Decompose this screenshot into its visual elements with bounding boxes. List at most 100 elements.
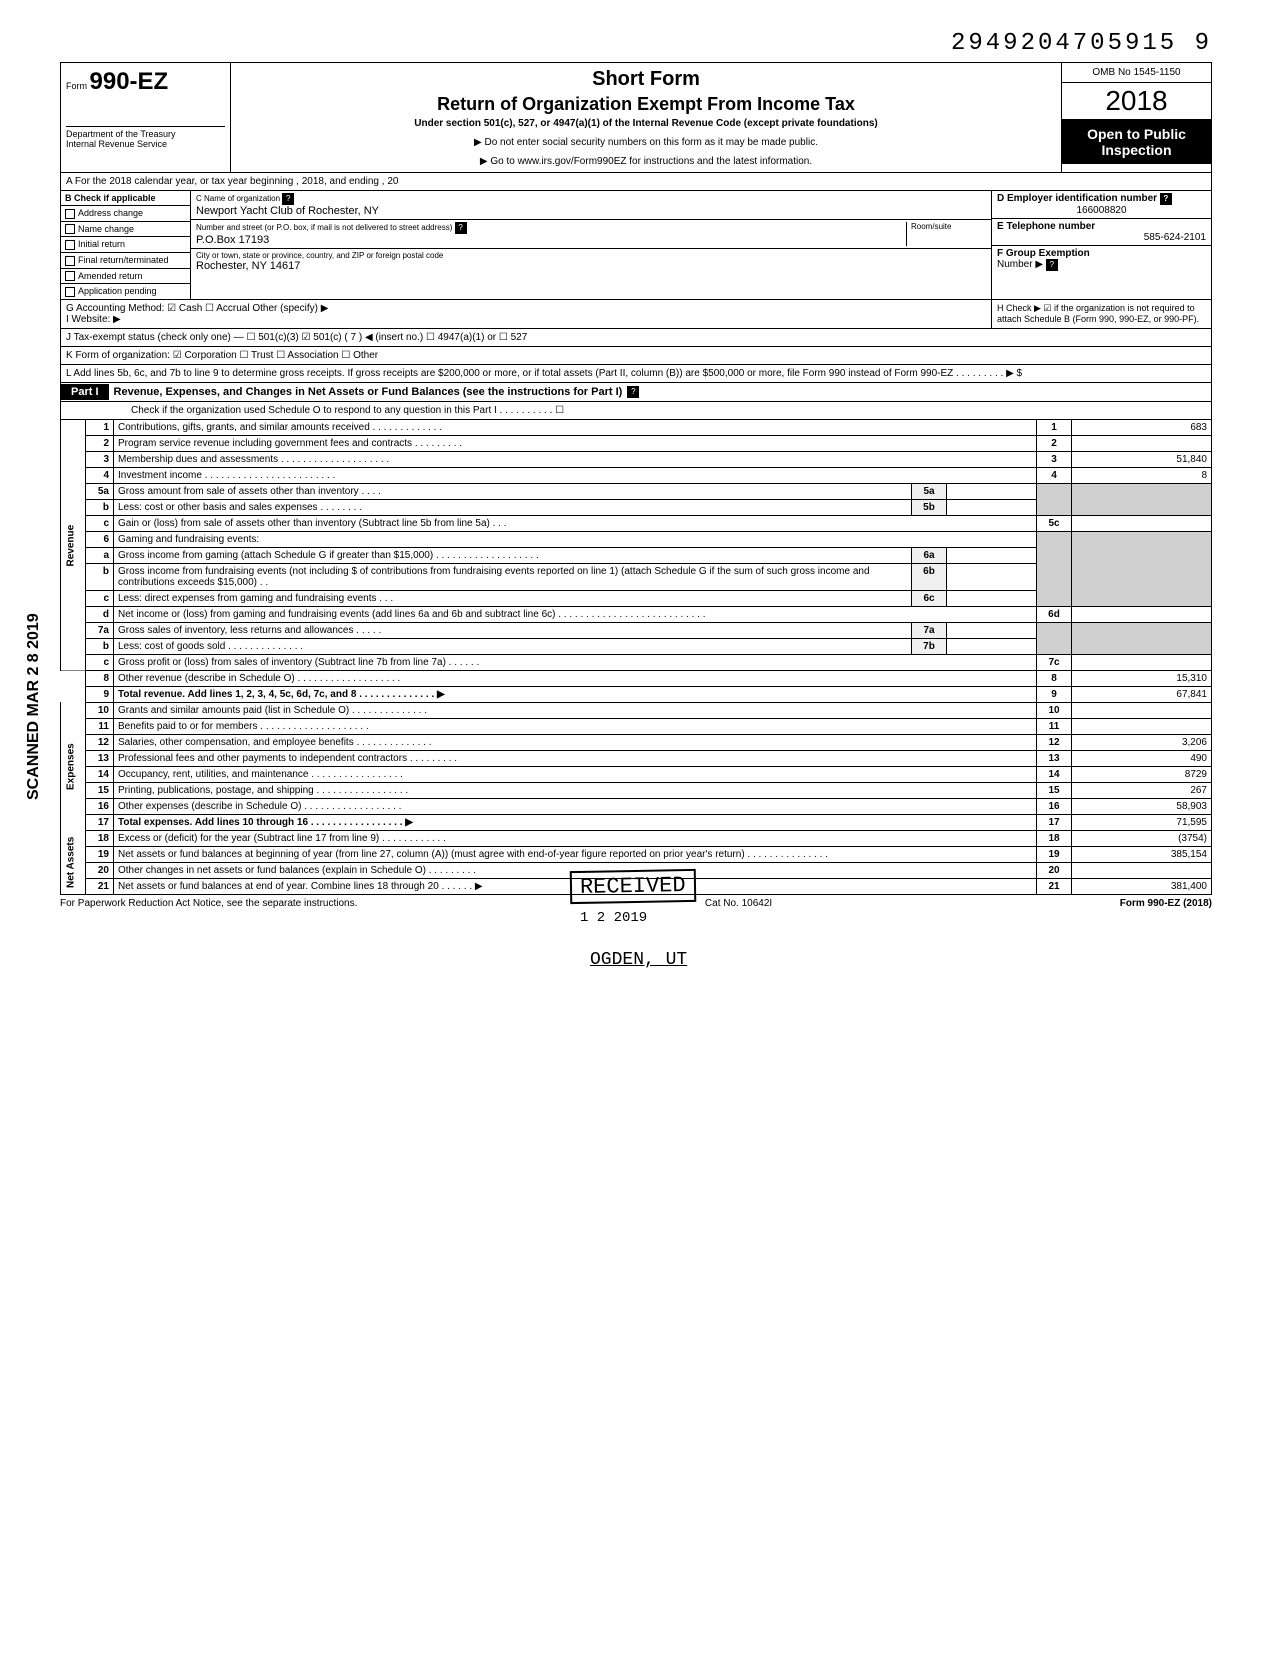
- ln-desc: Gross sales of inventory, less returns a…: [114, 622, 912, 638]
- org-name: Newport Yacht Club of Rochester, NY: [196, 205, 986, 217]
- ln-desc: Gross profit or (loss) from sales of inv…: [114, 654, 1037, 670]
- ln-ref: 8: [1037, 670, 1072, 686]
- cb-final: Final return/terminated: [61, 253, 190, 269]
- ln-desc: Gross amount from sale of assets other t…: [114, 483, 912, 499]
- ln-val: 67,841: [1072, 686, 1212, 702]
- instruct-1: ▶ Do not enter social security numbers o…: [241, 137, 1051, 148]
- part1-title: Revenue, Expenses, and Changes in Net As…: [109, 383, 628, 401]
- ln-num: 13: [86, 750, 114, 766]
- revenue-label: Revenue: [61, 420, 86, 671]
- ln-desc: Benefits paid to or for members . . . . …: [114, 718, 1037, 734]
- ln-val: 58,903: [1072, 798, 1212, 814]
- ln-subval: [947, 638, 1037, 654]
- section-def: D Employer identification number ? 16600…: [991, 191, 1211, 299]
- ln-desc: Printing, publications, postage, and shi…: [114, 782, 1037, 798]
- ln-num: b: [86, 638, 114, 654]
- cb-address: Address change: [61, 206, 190, 222]
- ln-sub: 7a: [912, 622, 947, 638]
- ln-val: 51,840: [1072, 451, 1212, 467]
- ln-desc: Professional fees and other payments to …: [114, 750, 1037, 766]
- document-id: 2949204705915 9: [60, 30, 1212, 57]
- ln-val: [1072, 702, 1212, 718]
- row-a: A For the 2018 calendar year, or tax yea…: [60, 173, 1212, 191]
- row-i: I Website: ▶: [66, 314, 986, 325]
- ln-val: [1072, 718, 1212, 734]
- ln-num: d: [86, 606, 114, 622]
- ln-num: 7a: [86, 622, 114, 638]
- ln-val: 15,310: [1072, 670, 1212, 686]
- help-icon: ?: [627, 386, 639, 398]
- ln-ref: 4: [1037, 467, 1072, 483]
- help-icon: ?: [1160, 193, 1172, 205]
- tax-year: 2018: [1062, 83, 1211, 120]
- row-h: H Check ▶ ☑ if the organization is not r…: [991, 300, 1211, 328]
- d-label: D Employer identification number: [997, 193, 1157, 204]
- ln-ref: 10: [1037, 702, 1072, 718]
- ln-subval: [947, 590, 1037, 606]
- ln-num: 8: [86, 670, 114, 686]
- ln-num: 12: [86, 734, 114, 750]
- ln-val-shaded: [1072, 483, 1212, 515]
- instruct-2: ▶ Go to www.irs.gov/Form990EZ for instru…: [241, 156, 1051, 167]
- ln-desc: Contributions, gifts, grants, and simila…: [114, 420, 1037, 436]
- ln-ref: 11: [1037, 718, 1072, 734]
- ln-num: 14: [86, 766, 114, 782]
- ln-desc: Program service revenue including govern…: [114, 435, 1037, 451]
- footer-right: Form 990-EZ (2018): [1120, 898, 1212, 909]
- ln-num: 9: [86, 686, 114, 702]
- ein-value: 166008820: [997, 205, 1206, 216]
- return-title: Return of Organization Exempt From Incom…: [241, 94, 1051, 115]
- ln-desc: Gaming and fundraising events:: [114, 531, 1037, 547]
- ln-val: 71,595: [1072, 814, 1212, 830]
- expenses-label: Expenses: [61, 702, 86, 830]
- city-value: Rochester, NY 14617: [196, 260, 986, 272]
- ln-val-shaded: [1072, 531, 1212, 606]
- ln-ref: 15: [1037, 782, 1072, 798]
- ln-num: 3: [86, 451, 114, 467]
- received-stamp: RECEIVED: [570, 869, 696, 904]
- ln-desc: Grants and similar amounts paid (list in…: [114, 702, 1037, 718]
- ln-ref: 5c: [1037, 515, 1072, 531]
- ln-sub: 5b: [912, 499, 947, 515]
- ln-num: 19: [86, 846, 114, 862]
- ln-ref: 13: [1037, 750, 1072, 766]
- date-stamp: 1 2 2019: [580, 910, 647, 926]
- ln-num: 16: [86, 798, 114, 814]
- ln-num: 20: [86, 862, 114, 878]
- ln-ref: 6d: [1037, 606, 1072, 622]
- help-icon: ?: [455, 222, 467, 234]
- ln-desc: Other expenses (describe in Schedule O) …: [114, 798, 1037, 814]
- street-label: Number and street (or P.O. box, if mail …: [196, 223, 452, 232]
- f-label: F Group Exemption: [997, 248, 1206, 259]
- ln-num: 11: [86, 718, 114, 734]
- ln-num: 2: [86, 435, 114, 451]
- row-g: G Accounting Method: ☑ Cash ☐ Accrual Ot…: [66, 303, 986, 314]
- form-header: Form 990-EZ Department of the Treasury I…: [60, 62, 1212, 173]
- ln-desc: Occupancy, rent, utilities, and maintena…: [114, 766, 1037, 782]
- netassets-label: Net Assets: [61, 830, 86, 894]
- ln-desc: Total revenue. Add lines 1, 2, 3, 4, 5c,…: [114, 686, 1037, 702]
- ln-num: 15: [86, 782, 114, 798]
- phone-value: 585-624-2101: [997, 232, 1206, 243]
- ln-desc: Membership dues and assessments . . . . …: [114, 451, 1037, 467]
- row-j: J Tax-exempt status (check only one) — ☐…: [60, 329, 1212, 347]
- footer-mid: Cat No. 10642I: [705, 898, 772, 909]
- ln-val: [1072, 435, 1212, 451]
- form-prefix: Form: [66, 81, 87, 91]
- scanned-stamp: SCANNED MAR 2 8 2019: [25, 613, 43, 800]
- cb-pending: Application pending: [61, 284, 190, 299]
- ln-val: [1072, 654, 1212, 670]
- ln-desc: Gross income from gaming (attach Schedul…: [114, 547, 912, 563]
- ln-val: 385,154: [1072, 846, 1212, 862]
- ln-ref: 2: [1037, 435, 1072, 451]
- ln-num: 1: [86, 420, 114, 436]
- ln-ref: 21: [1037, 878, 1072, 894]
- form-number: 990-EZ: [90, 68, 169, 95]
- ln-sub: 5a: [912, 483, 947, 499]
- ln-val: [1072, 606, 1212, 622]
- ln-desc: Less: cost of goods sold . . . . . . . .…: [114, 638, 912, 654]
- row-gh: G Accounting Method: ☑ Cash ☐ Accrual Ot…: [60, 300, 1212, 329]
- street-value: P.O.Box 17193: [196, 234, 906, 246]
- ln-ref: 7c: [1037, 654, 1072, 670]
- ln-desc: Net income or (loss) from gaming and fun…: [114, 606, 1037, 622]
